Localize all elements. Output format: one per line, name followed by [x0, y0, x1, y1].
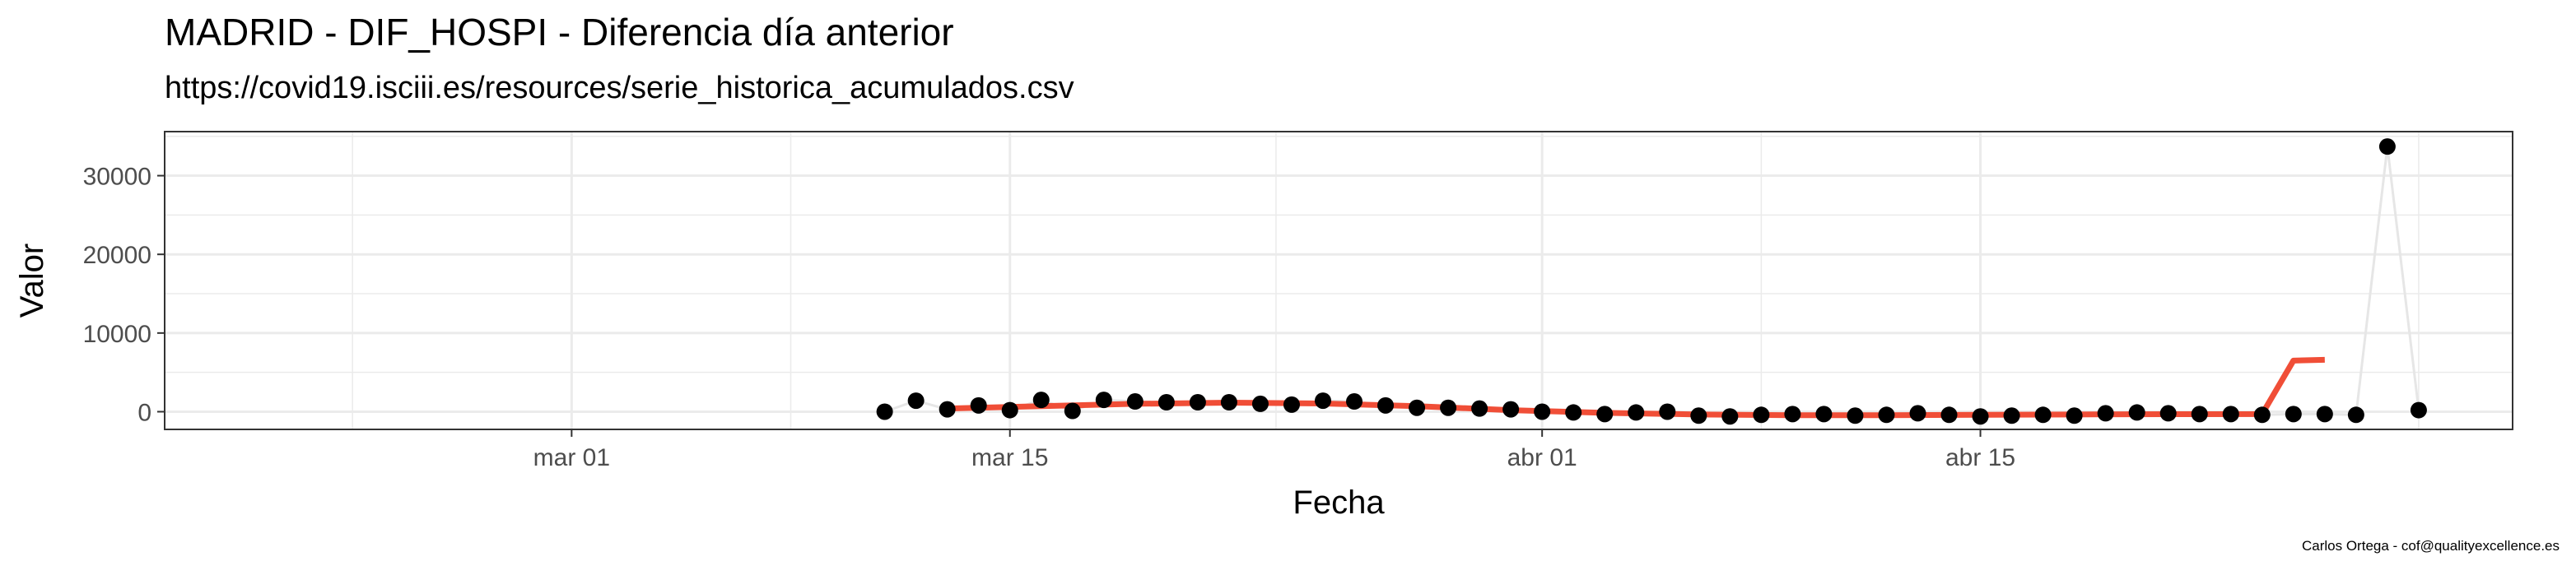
- grid: [165, 132, 2513, 429]
- y-tick-label: 30000: [83, 164, 151, 191]
- data-point: [1940, 406, 1958, 424]
- data-point: [1440, 399, 1457, 416]
- data-point: [1690, 407, 1707, 424]
- data-point: [2097, 405, 2114, 422]
- data-point: [1534, 403, 1551, 420]
- data-point: [1972, 408, 1989, 425]
- x-tick-label: abr 01: [1507, 444, 1577, 471]
- data-point: [2191, 406, 2208, 423]
- data-point: [1878, 406, 1895, 424]
- data-point: [1314, 392, 1331, 410]
- data-point: [1502, 401, 1520, 418]
- x-tick-label: mar 15: [971, 444, 1048, 471]
- y-tick-label: 20000: [83, 242, 151, 269]
- data-point: [2128, 404, 2145, 421]
- data-point: [2378, 138, 2396, 155]
- data-point: [1659, 403, 1676, 420]
- x-tick-label: abr 15: [1945, 444, 2015, 471]
- x-tick-label: mar 01: [533, 444, 610, 471]
- data-point: [1909, 405, 1926, 422]
- data-point: [2222, 406, 2239, 423]
- data-point: [1377, 396, 1395, 414]
- data-point: [1409, 399, 1426, 416]
- data-points: [876, 138, 2427, 425]
- data-point: [1565, 404, 1582, 421]
- data-point: [1784, 406, 1801, 423]
- data-point: [1471, 400, 1488, 417]
- data-point: [2003, 407, 2020, 424]
- data-point: [2316, 406, 2333, 423]
- data-point: [1189, 394, 1206, 411]
- data-point: [1001, 401, 1018, 419]
- chart-subtitle: https://covid19.isciii.es/resources/seri…: [165, 71, 1074, 105]
- data-point: [1346, 393, 1363, 410]
- data-point: [1283, 396, 1300, 413]
- data-point: [907, 392, 925, 410]
- data-point: [1126, 393, 1144, 410]
- x-axis: mar 01 mar 15 abr 01 abr 15: [533, 429, 2015, 471]
- panel-border: [164, 131, 2513, 430]
- data-point: [2159, 405, 2177, 422]
- data-point: [1158, 394, 1175, 411]
- data-point: [1032, 392, 1050, 409]
- data-point: [2034, 406, 2052, 424]
- data-point: [1596, 406, 1614, 423]
- data-point: [2285, 406, 2302, 423]
- data-point: [939, 401, 956, 418]
- data-point: [1815, 406, 1833, 423]
- chart-title: MADRID - DIF_HOSPI - Diferencia día ante…: [165, 11, 954, 53]
- data-point: [2253, 406, 2271, 424]
- caption-credit: Carlos Ortega - cof@qualityexcellence.es: [2301, 538, 2560, 554]
- data-point: [1220, 394, 1237, 411]
- data-point: [970, 396, 987, 414]
- data-point: [1721, 408, 1739, 425]
- data-point: [2347, 406, 2364, 424]
- data-point: [2066, 407, 2083, 424]
- data-point: [2410, 401, 2427, 419]
- y-axis: 0 10000 20000 30000: [83, 164, 165, 426]
- x-axis-title: Fecha: [1293, 485, 1385, 521]
- data-point: [1847, 407, 1864, 424]
- y-tick-label: 0: [137, 399, 151, 426]
- data-point: [876, 403, 893, 420]
- data-point: [1753, 406, 1770, 424]
- y-axis-title: Valor: [14, 243, 50, 318]
- data-point: [1095, 392, 1112, 409]
- data-point: [1628, 404, 1645, 421]
- y-tick-label: 10000: [83, 321, 151, 348]
- data-point: [1251, 395, 1269, 412]
- panel-background: [165, 132, 2513, 429]
- data-point: [1064, 402, 1081, 420]
